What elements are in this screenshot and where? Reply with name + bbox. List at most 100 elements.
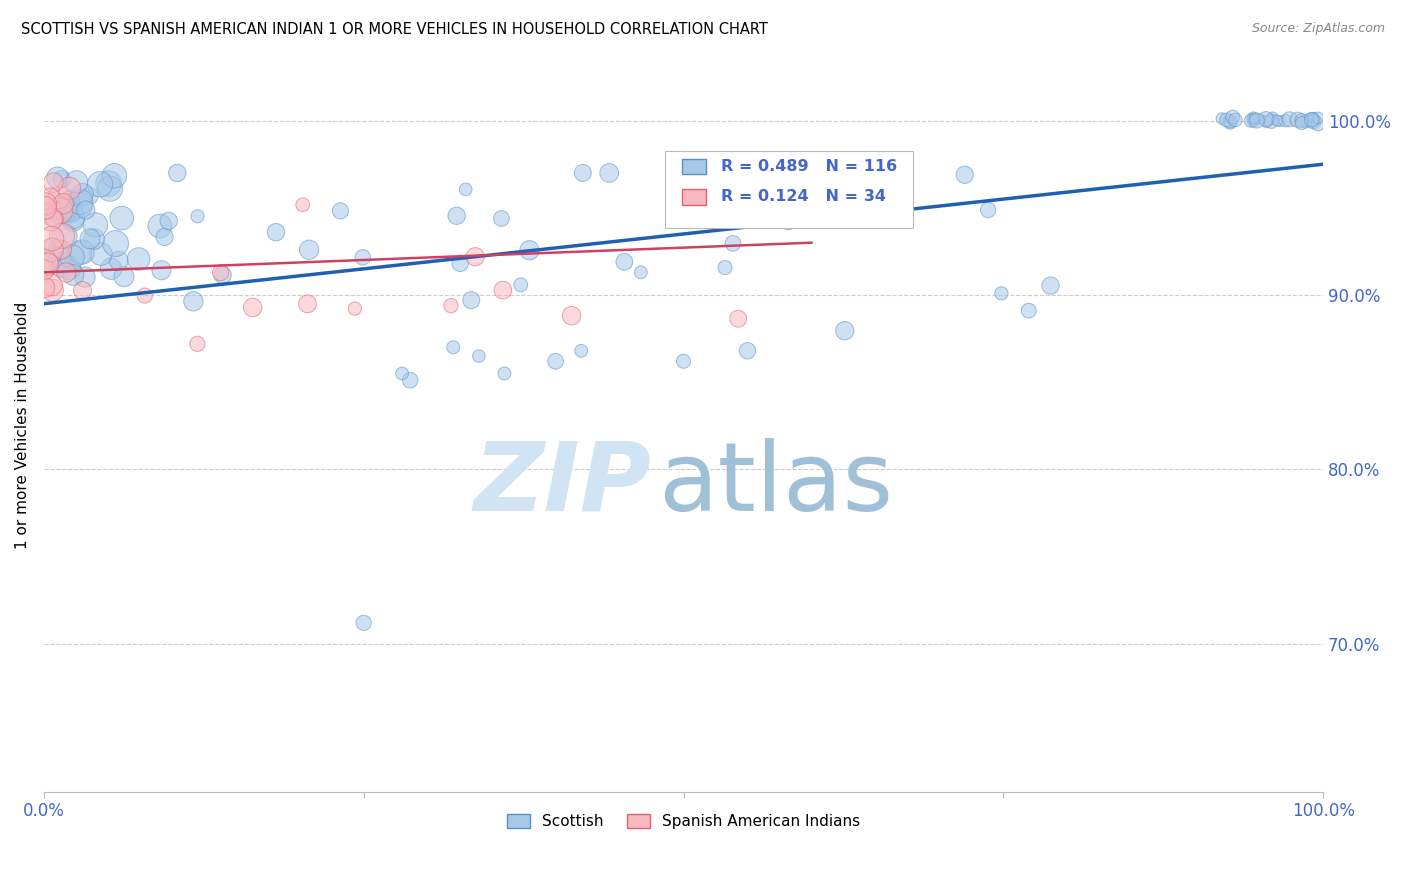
Point — [509, 277, 531, 292]
Point — [84, 218, 107, 232]
Point — [111, 211, 134, 226]
Point — [977, 202, 1000, 217]
Point — [51, 243, 73, 257]
Point — [1225, 112, 1247, 127]
Point — [55, 204, 77, 219]
Point — [70, 245, 93, 260]
Point — [55, 265, 77, 279]
Point — [48, 243, 70, 257]
Point — [83, 232, 105, 246]
Point — [49, 253, 72, 268]
Point — [112, 269, 135, 284]
Point — [107, 253, 129, 268]
Point — [672, 354, 695, 368]
Point — [561, 309, 583, 323]
Point — [1215, 112, 1237, 127]
Point — [51, 172, 73, 186]
Point — [97, 177, 120, 191]
Point — [468, 349, 491, 363]
Point — [440, 299, 463, 313]
Point — [491, 211, 513, 226]
Point — [52, 201, 75, 215]
Point — [1301, 112, 1323, 127]
Point — [329, 203, 352, 218]
Point — [62, 211, 84, 225]
Legend: Scottish, Spanish American Indians: Scottish, Spanish American Indians — [501, 808, 866, 836]
Point — [744, 203, 766, 218]
Point — [492, 283, 515, 297]
Point — [41, 283, 63, 297]
Text: Source: ZipAtlas.com: Source: ZipAtlas.com — [1251, 22, 1385, 36]
Point — [1222, 110, 1244, 124]
Point — [153, 230, 176, 244]
Point — [727, 311, 749, 326]
Point — [62, 213, 84, 227]
Point — [79, 232, 101, 246]
Point — [89, 178, 111, 192]
Point — [1265, 113, 1288, 128]
Point — [569, 343, 592, 358]
Point — [834, 324, 856, 338]
Point — [1256, 115, 1278, 129]
Point — [59, 202, 82, 217]
Point — [1240, 113, 1263, 128]
Point — [183, 294, 205, 309]
Point — [34, 280, 56, 294]
Point — [1039, 278, 1062, 293]
Point — [41, 278, 63, 293]
Point — [721, 236, 744, 251]
Point — [598, 166, 620, 180]
Point — [1243, 113, 1265, 128]
Point — [494, 367, 516, 381]
Point — [34, 201, 56, 215]
Point — [544, 354, 567, 368]
Point — [39, 189, 62, 203]
Point — [990, 286, 1012, 301]
Point — [1302, 114, 1324, 128]
Point — [166, 166, 188, 180]
Point — [58, 260, 80, 275]
Point — [1260, 114, 1282, 128]
Point — [449, 256, 471, 270]
Point — [242, 301, 264, 315]
Point — [65, 175, 87, 189]
Point — [298, 243, 321, 257]
Point — [1291, 113, 1313, 128]
Point — [41, 241, 63, 255]
Point — [352, 251, 374, 265]
Point — [49, 203, 72, 218]
Point — [69, 198, 91, 212]
Point — [211, 268, 233, 282]
Point — [53, 229, 76, 244]
Point — [134, 288, 156, 302]
Point — [100, 261, 122, 276]
Point — [1274, 113, 1296, 128]
Point — [75, 202, 97, 217]
Point — [150, 263, 173, 277]
Point — [343, 301, 366, 316]
Point — [39, 212, 62, 227]
Point — [104, 236, 127, 251]
Point — [59, 193, 82, 207]
Point — [46, 170, 69, 185]
Point — [186, 336, 208, 351]
Point — [41, 243, 63, 257]
Point — [51, 228, 73, 243]
Point — [32, 262, 55, 277]
Point — [187, 209, 209, 223]
Point — [34, 196, 56, 211]
Point — [48, 190, 70, 204]
Point — [1246, 113, 1268, 128]
Text: R = 0.124   N = 34: R = 0.124 N = 34 — [720, 189, 886, 204]
Point — [714, 260, 737, 275]
Y-axis label: 1 or more Vehicles in Household: 1 or more Vehicles in Household — [15, 302, 30, 549]
Point — [464, 250, 486, 264]
Text: ZIP: ZIP — [474, 438, 651, 531]
Point — [1268, 114, 1291, 128]
Text: SCOTTISH VS SPANISH AMERICAN INDIAN 1 OR MORE VEHICLES IN HOUSEHOLD CORRELATION : SCOTTISH VS SPANISH AMERICAN INDIAN 1 OR… — [21, 22, 768, 37]
Point — [778, 214, 800, 228]
Point — [1301, 112, 1323, 127]
Point — [209, 266, 232, 280]
Point — [69, 194, 91, 209]
Point — [98, 182, 121, 196]
